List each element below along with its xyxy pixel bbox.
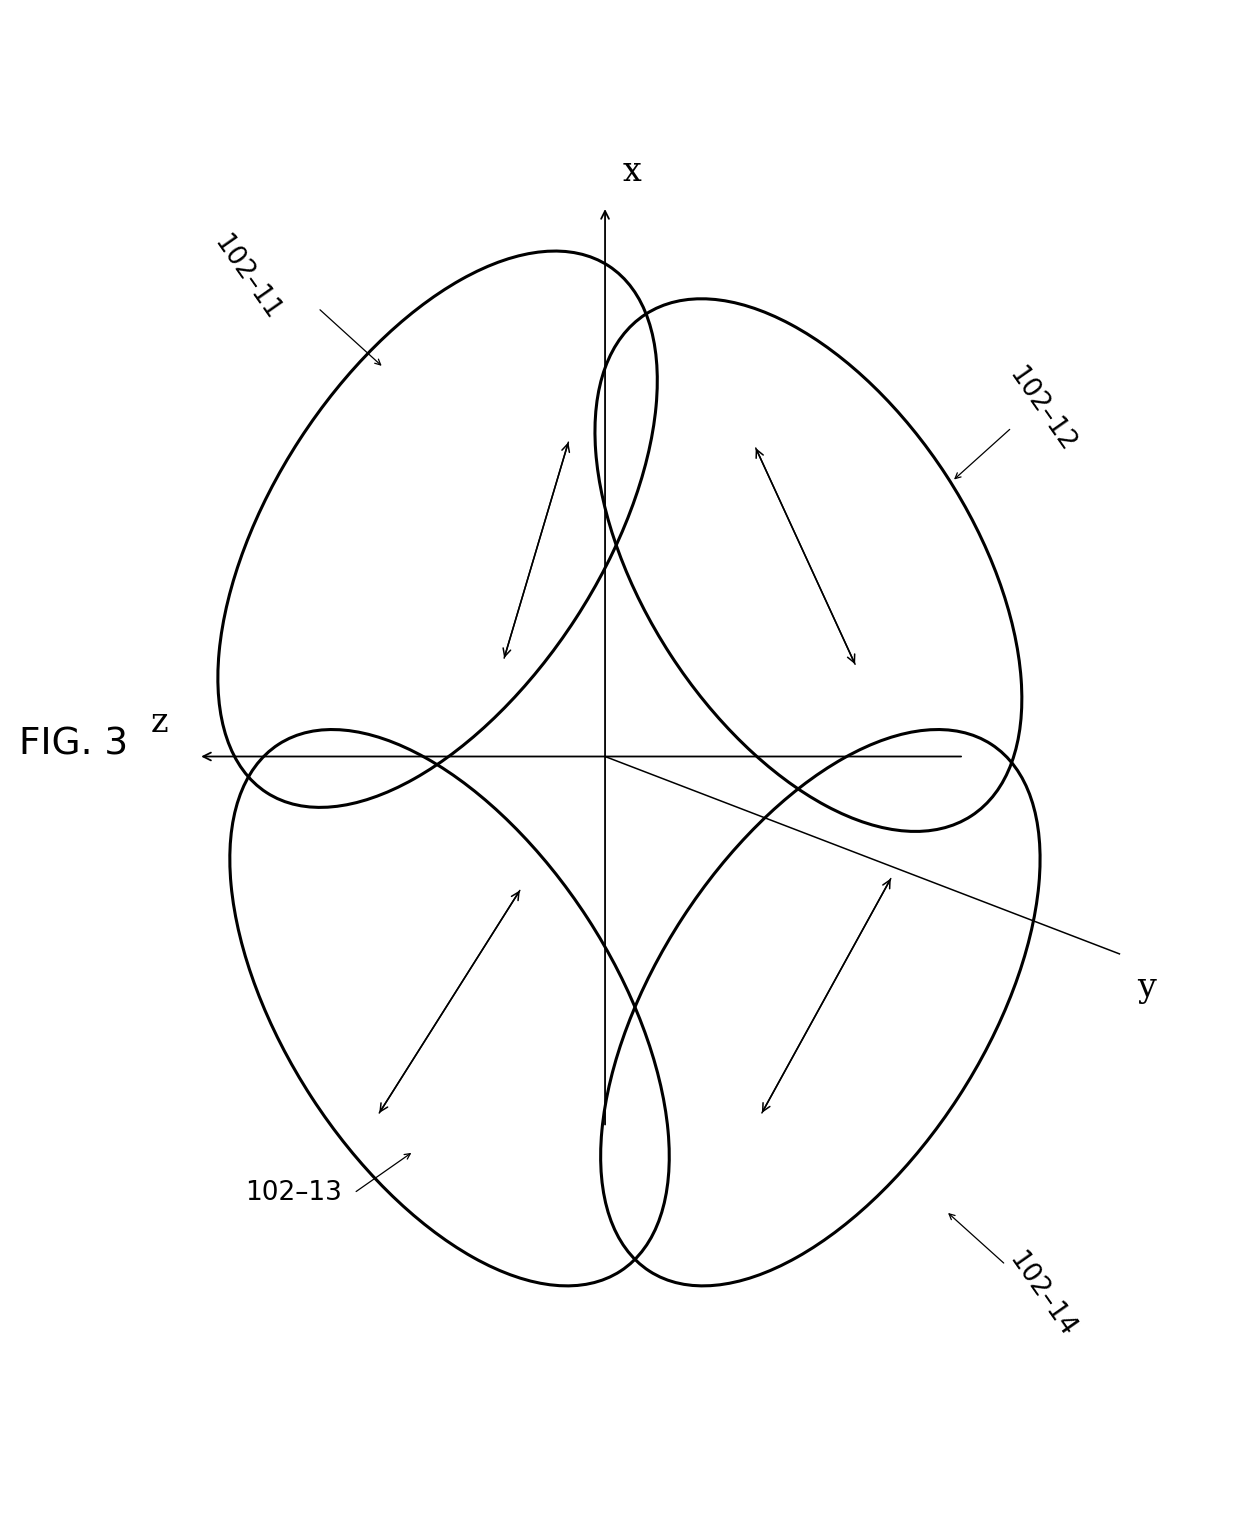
Text: 102–14: 102–14 (1003, 1248, 1080, 1342)
Text: y: y (1137, 971, 1156, 1003)
Text: x: x (622, 156, 642, 188)
Text: z: z (151, 707, 169, 738)
Text: FIG. 3: FIG. 3 (19, 726, 128, 763)
Text: 102–11: 102–11 (208, 231, 285, 325)
Text: 102–13: 102–13 (246, 1180, 342, 1206)
Text: 102–12: 102–12 (1003, 363, 1080, 457)
